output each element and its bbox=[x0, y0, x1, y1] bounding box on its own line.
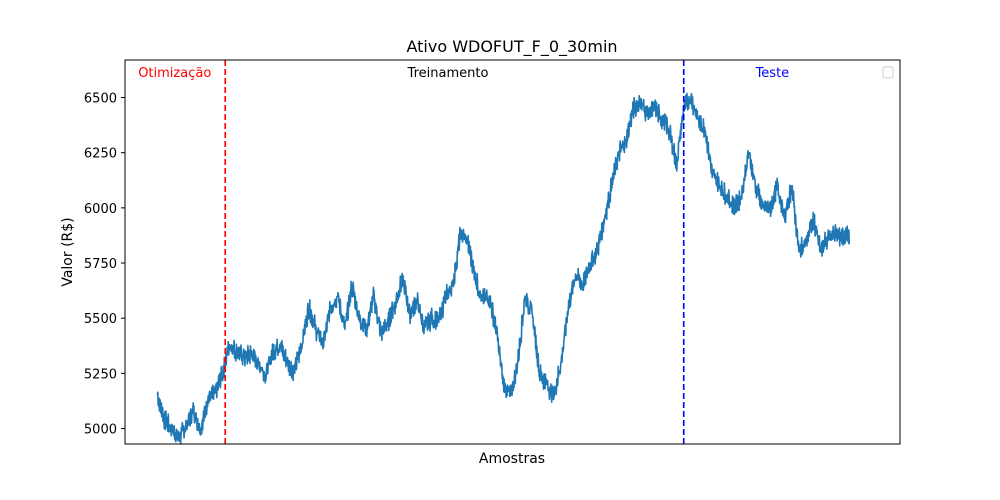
y-tick-label-4: 6000 bbox=[84, 202, 117, 217]
y-tick-label-3: 5750 bbox=[84, 257, 117, 272]
y-tick-label-6: 6500 bbox=[84, 92, 117, 107]
region-label-0: Otimização bbox=[138, 66, 211, 81]
y-tick-label-2: 5500 bbox=[84, 312, 117, 327]
chart-title: Ativo WDOFUT_F_0_30min bbox=[406, 37, 617, 57]
y-axis-label: Valor (R$) bbox=[60, 217, 76, 286]
series-line-0 bbox=[156, 92, 850, 444]
y-tick-label-0: 5000 bbox=[84, 423, 117, 438]
plot-area: Otimização Treinamento Teste 5000 5250 5500 57… bbox=[84, 59, 901, 445]
axes-frame bbox=[124, 59, 901, 445]
legend-box bbox=[882, 66, 894, 79]
y-tick-label-5: 6250 bbox=[84, 147, 117, 162]
y-tick-label-1: 5250 bbox=[84, 367, 117, 382]
x-axis-label: Amostras bbox=[479, 451, 545, 467]
region-label-2: Teste bbox=[755, 66, 790, 81]
region-label-1: Treinamento bbox=[407, 66, 489, 81]
